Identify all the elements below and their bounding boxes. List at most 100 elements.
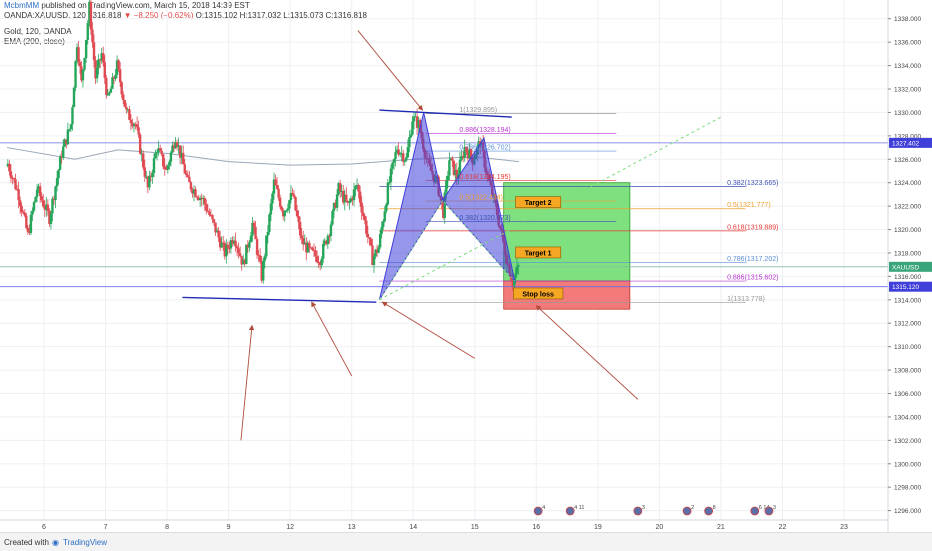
price-tick-label: 1318.000	[894, 250, 921, 257]
candle-body	[451, 158, 454, 161]
candle	[178, 145, 182, 165]
candle	[115, 55, 119, 79]
candle-body	[162, 154, 165, 167]
candle	[74, 60, 77, 92]
candle-body	[368, 237, 371, 239]
candle-body	[208, 211, 211, 215]
candle-body	[142, 153, 145, 168]
candle-body	[169, 152, 173, 162]
price-tag	[889, 137, 932, 148]
candle-body	[515, 266, 519, 274]
candle	[308, 240, 311, 253]
candle	[8, 160, 11, 176]
candle-body	[157, 148, 160, 153]
candle	[460, 150, 463, 162]
candle	[228, 241, 231, 254]
candle-body	[168, 161, 171, 166]
candle-body	[132, 124, 136, 127]
zone-label: Target 2	[525, 200, 552, 207]
footer-bar: Created with ◉ TradingView	[0, 532, 932, 551]
candle	[126, 108, 130, 113]
candle	[52, 195, 56, 205]
candle-body	[354, 186, 357, 190]
candle	[389, 164, 393, 191]
event-count: 8	[713, 505, 716, 511]
candle-body	[274, 179, 277, 186]
candle-body	[389, 168, 393, 183]
candle-body	[265, 235, 268, 257]
candle-body	[191, 189, 194, 194]
candle-body	[180, 152, 183, 158]
candle	[231, 236, 234, 247]
candle-body	[383, 211, 386, 222]
candle	[134, 122, 137, 130]
price-chart[interactable]: 1(1329.895) 0.886(1328.194) 0.786(1326.702…	[0, 0, 932, 532]
candle	[200, 193, 203, 207]
candle	[514, 267, 517, 285]
candle-body	[229, 240, 233, 249]
event-count: 3	[773, 505, 776, 511]
candle	[325, 239, 328, 246]
fib-label-left: 0.618(1324.195)	[459, 174, 510, 181]
candle	[180, 145, 183, 164]
candle	[195, 195, 199, 201]
candle	[66, 122, 70, 146]
candle	[454, 163, 457, 181]
candle-body	[9, 171, 13, 178]
candle-body	[65, 139, 68, 145]
event-flag-icon	[633, 506, 643, 516]
candle	[305, 237, 308, 261]
candle	[345, 187, 348, 203]
candle-body	[46, 204, 50, 211]
candle	[292, 190, 296, 199]
candle-body	[100, 53, 103, 61]
fib-label-left: 1(1329.895)	[459, 107, 497, 114]
candle-body	[257, 254, 260, 256]
candle	[225, 239, 228, 264]
candle-body	[403, 160, 406, 162]
candle-body	[6, 163, 10, 167]
price-tag-label: XAUUSD	[892, 264, 919, 271]
candle-body	[134, 124, 137, 126]
price-tick-label: 1322.000	[894, 204, 921, 211]
candle	[328, 233, 331, 244]
candle	[265, 235, 268, 259]
tradingview-logo-icon: ◉	[52, 538, 59, 547]
candle-body	[380, 227, 383, 234]
candle	[91, 22, 94, 48]
candle-body	[338, 183, 342, 192]
candle	[106, 89, 110, 97]
time-tick-label: 15	[471, 524, 479, 531]
candle	[257, 250, 260, 262]
candle	[65, 139, 68, 149]
candle	[158, 144, 162, 152]
candle	[12, 177, 16, 184]
candle-body	[149, 175, 153, 178]
candle-body	[332, 202, 336, 212]
candle-body	[194, 189, 197, 197]
candle-body	[214, 222, 217, 233]
candle	[277, 185, 280, 201]
candle	[166, 164, 170, 174]
candle	[449, 158, 453, 161]
candle-body	[183, 164, 186, 174]
publisher-name[interactable]: McbmMM	[4, 1, 40, 10]
tradingview-brand[interactable]: TradingView	[63, 538, 108, 547]
candle-body	[88, 1, 91, 24]
candle-body	[106, 94, 110, 96]
candle-body	[35, 189, 39, 198]
candle	[37, 183, 40, 194]
candle	[248, 240, 251, 252]
annotation-arrow	[381, 301, 476, 359]
pattern-diagonal	[379, 199, 516, 301]
candle-body	[172, 145, 176, 149]
candle	[383, 206, 386, 223]
candle	[185, 170, 188, 178]
candle	[117, 58, 120, 72]
event-count: 2	[691, 505, 694, 511]
candle-body	[406, 147, 410, 158]
candle	[331, 209, 334, 226]
candle-body	[415, 116, 419, 128]
candle-body	[125, 106, 128, 110]
